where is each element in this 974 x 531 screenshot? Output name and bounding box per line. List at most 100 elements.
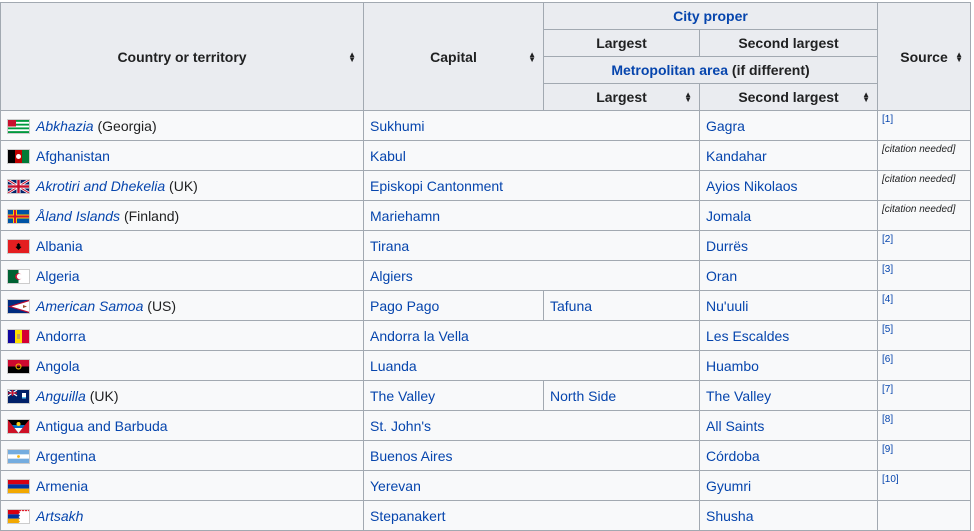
country-link[interactable]: Algeria	[36, 267, 80, 284]
header-largest-metro[interactable]: Largest ▲ ▼	[543, 83, 700, 111]
second-largest-link[interactable]: Les Escaldes	[706, 327, 790, 344]
andorra-flag-icon[interactable]	[7, 328, 30, 344]
american-samoa-flag-icon[interactable]	[7, 298, 30, 314]
country-link[interactable]: Antigua and Barbuda	[36, 417, 168, 434]
table-row: Åland Islands (Finland) Mariehamn Jomala [c…	[0, 200, 971, 231]
citation-link[interactable]: [citation needed]	[882, 174, 956, 185]
table-row: American Samoa (US) Pago Pago Tafuna Nu'uul…	[0, 290, 971, 321]
sort-icon[interactable]: ▲ ▼	[684, 90, 692, 104]
antigua-flag-icon[interactable]	[7, 418, 30, 434]
second-largest-cell: Gagra	[699, 110, 878, 141]
albania-flag-icon[interactable]	[7, 238, 30, 254]
capital-link[interactable]: Mariehamn	[370, 207, 441, 224]
abkhazia-flag-icon[interactable]	[7, 118, 30, 134]
header-capital-label: Capital	[430, 48, 477, 65]
header-country[interactable]: Country or territory ▲ ▼	[0, 2, 364, 111]
second-largest-link[interactable]: Nu'uuli	[706, 297, 749, 314]
citation-link[interactable]: [2]	[882, 234, 894, 245]
second-largest-link[interactable]: Shusha	[706, 507, 754, 524]
uk-flag-icon[interactable]	[7, 178, 30, 194]
aland-flag-icon[interactable]	[7, 208, 30, 224]
citation-link[interactable]: [citation needed]	[882, 144, 956, 155]
country-link[interactable]: Armenia	[36, 477, 89, 494]
header-second-largest-metro-label: Second largest	[738, 89, 839, 105]
country-cell: Algeria	[0, 260, 364, 291]
second-largest-link[interactable]: Córdoba	[706, 447, 760, 464]
capital-cell: Stepanakert	[363, 500, 700, 531]
capital-link[interactable]: Buenos Aires	[370, 447, 453, 464]
citation-link[interactable]: [1]	[882, 114, 894, 125]
sort-icon[interactable]: ▲ ▼	[348, 49, 356, 64]
capital-link[interactable]: Kabul	[370, 147, 406, 164]
capital-link[interactable]: Stepanakert	[370, 507, 446, 524]
citation-link[interactable]: [citation needed]	[882, 204, 956, 215]
capital-link[interactable]: Sukhumi	[370, 117, 425, 134]
country-link[interactable]: Abkhazia	[36, 117, 94, 134]
citation-link[interactable]: [5]	[882, 324, 894, 335]
header-largest-label: Largest	[596, 35, 647, 51]
algeria-flag-icon[interactable]	[7, 268, 30, 284]
capital-link[interactable]: Yerevan	[370, 477, 421, 494]
citation-link[interactable]: [7]	[882, 384, 894, 395]
citation-link[interactable]: [6]	[882, 354, 894, 365]
capital-link[interactable]: Tirana	[370, 237, 410, 254]
capital-link[interactable]: Episkopi Cantonment	[370, 177, 504, 194]
sort-icon[interactable]: ▲ ▼	[862, 90, 870, 104]
header-largest-metro-label: Largest	[596, 89, 647, 105]
capital-link[interactable]: Pago Pago	[370, 297, 440, 314]
header-second-largest-metro[interactable]: Second largest ▲ ▼	[699, 83, 878, 111]
header-capital[interactable]: Capital ▲ ▼	[363, 2, 544, 111]
country-link[interactable]: Angola	[36, 357, 80, 374]
header-city-proper[interactable]: City proper	[543, 2, 878, 30]
country-link[interactable]: American Samoa	[36, 297, 144, 314]
citation-link[interactable]: [3]	[882, 264, 894, 275]
second-largest-link[interactable]: Oran	[706, 267, 738, 284]
country-link[interactable]: Andorra	[36, 327, 86, 344]
source-cell: [citation needed]	[877, 170, 971, 201]
country-link[interactable]: Åland Islands	[36, 207, 121, 224]
city-proper-link[interactable]: City proper	[673, 8, 748, 24]
country-cell: Angola	[0, 350, 364, 381]
country-link[interactable]: Artsakh	[36, 507, 84, 524]
sort-icon[interactable]: ▲ ▼	[528, 49, 536, 64]
angola-flag-icon[interactable]	[7, 358, 30, 374]
second-largest-link[interactable]: Durrës	[706, 237, 749, 254]
second-largest-link[interactable]: Ayios Nikolaos	[706, 177, 798, 194]
second-largest-link[interactable]: Gagra	[706, 117, 745, 134]
second-largest-link[interactable]: All Saints	[706, 417, 765, 434]
metropolitan-area-link[interactable]: Metropolitan area	[611, 62, 729, 78]
second-largest-cell: Gyumri	[699, 470, 878, 501]
country-link[interactable]: Anguilla	[36, 387, 86, 404]
second-largest-link[interactable]: The Valley	[706, 387, 772, 404]
table-row: Albania Tirana Durrës [2]	[0, 230, 971, 261]
capital-link[interactable]: Luanda	[370, 357, 417, 374]
country-link[interactable]: Afghanistan	[36, 147, 110, 164]
country-link[interactable]: Argentina	[36, 447, 96, 464]
citation-link[interactable]: [8]	[882, 414, 894, 425]
capital-link[interactable]: The Valley	[370, 387, 436, 404]
capital-link[interactable]: Algiers	[370, 267, 413, 284]
second-largest-link[interactable]: Jomala	[706, 207, 752, 224]
country-link[interactable]: Albania	[36, 237, 83, 254]
anguilla-flag-icon[interactable]	[7, 388, 30, 404]
second-largest-link[interactable]: Kandahar	[706, 147, 767, 164]
armenia-flag-icon[interactable]	[7, 478, 30, 494]
second-largest-link[interactable]: Gyumri	[706, 477, 752, 494]
sort-icon[interactable]: ▲ ▼	[955, 49, 963, 64]
largest-link[interactable]: Tafuna	[550, 297, 593, 314]
capital-link[interactable]: St. John's	[370, 417, 432, 434]
table-row: Andorra Andorra la Vella Les Escaldes [5]	[0, 320, 971, 351]
argentina-flag-icon[interactable]	[7, 448, 30, 464]
second-largest-cell: Huambo	[699, 350, 878, 381]
second-largest-link[interactable]: Huambo	[706, 357, 759, 374]
header-source[interactable]: Source ▲ ▼	[877, 2, 971, 111]
artsakh-flag-icon[interactable]	[7, 508, 30, 524]
country-link[interactable]: Akrotiri and Dhekelia	[36, 177, 166, 194]
citation-link[interactable]: [4]	[882, 294, 894, 305]
capital-link[interactable]: Andorra la Vella	[370, 327, 469, 344]
country-cell: Albania	[0, 230, 364, 261]
afghanistan-flag-icon[interactable]	[7, 148, 30, 164]
citation-link[interactable]: [9]	[882, 444, 894, 455]
largest-link[interactable]: North Side	[550, 387, 617, 404]
citation-link[interactable]: [10]	[882, 474, 899, 485]
